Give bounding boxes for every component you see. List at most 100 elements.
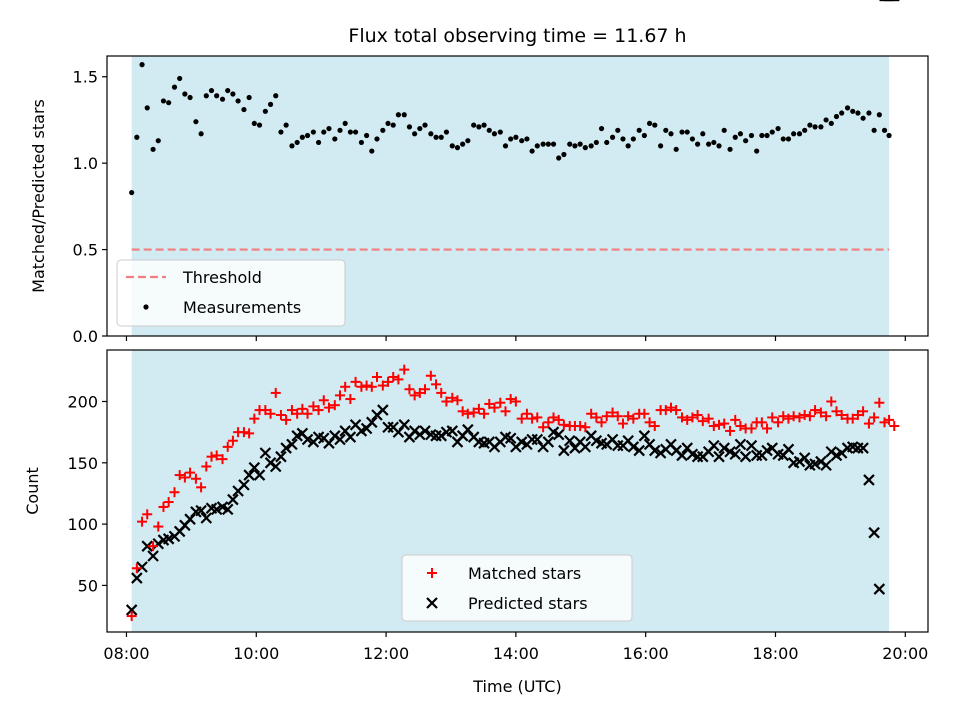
- predicted-star-point: [627, 441, 640, 453]
- measurement-point: [352, 129, 359, 135]
- predicted-star-point: [269, 460, 282, 473]
- matched-star-point: [281, 414, 292, 425]
- bottom-axis-ticks: 50 100 150 200 08:00 10:00 12:00 14:00 16:00 18:0…: [67, 392, 928, 663]
- matched-star-point: [836, 409, 847, 420]
- measurement-point: [604, 139, 610, 146]
- measurement-point: [615, 127, 621, 133]
- measurement-point: [572, 143, 578, 149]
- matched-star-point: [532, 412, 543, 423]
- measurement-point: [646, 120, 653, 127]
- bottom-y-axis-label: Count: [23, 467, 42, 515]
- measurement-point: [491, 131, 498, 137]
- matched-star-point: [452, 395, 463, 406]
- measurement-point: [881, 127, 888, 133]
- measurement-point: [422, 122, 428, 128]
- matched-star-point: [238, 427, 249, 438]
- predicted-star-point: [745, 439, 758, 452]
- matched-star-point: [383, 376, 394, 387]
- measurement-point: [791, 131, 797, 137]
- matched-star-point: [671, 405, 682, 416]
- measurement-point: [855, 110, 861, 116]
- matched-star-point: [500, 406, 511, 417]
- measurement-point: [689, 136, 696, 142]
- measurement-point: [332, 136, 338, 142]
- matched-star-point: [794, 412, 805, 423]
- measurement-point: [860, 115, 866, 121]
- matched-star-point: [746, 423, 757, 434]
- legend-threshold-label: Threshold: [182, 268, 262, 287]
- matched-star-point: [714, 419, 725, 430]
- predicted-star-point: [809, 458, 821, 470]
- x-tick-label: 10:00: [233, 644, 279, 663]
- measurement-point: [160, 98, 167, 104]
- predicted-star-point: [857, 442, 869, 454]
- measurement-point: [129, 189, 135, 196]
- predicted-star-point: [798, 452, 811, 464]
- predicted-star-point: [648, 444, 661, 457]
- predicted-star-point: [377, 404, 389, 416]
- measurement-point: [465, 138, 471, 144]
- measurement-point: [454, 145, 461, 151]
- matched-star-point: [163, 497, 174, 508]
- measurement-point: [374, 136, 380, 142]
- matched-star-point: [227, 435, 238, 446]
- matched-star-point: [586, 408, 597, 419]
- top-panel: 0.0 0.5 1.0 1.5 Flux total observing time =…: [29, 25, 929, 346]
- measurement-point: [449, 143, 455, 149]
- matched-star-point: [323, 402, 334, 413]
- matched-star-point: [196, 482, 207, 493]
- legend-predicted-label: Predicted stars: [468, 594, 588, 613]
- predicted-star-point: [398, 419, 411, 431]
- measurement-point: [401, 112, 407, 118]
- matched-star-point: [345, 394, 356, 405]
- matched-star-point: [308, 401, 319, 412]
- measurement-point: [658, 143, 664, 149]
- matched-star-point: [778, 411, 789, 422]
- predicted-star-point: [286, 438, 298, 451]
- matched-star-point: [697, 416, 708, 427]
- measurement-point: [636, 127, 642, 133]
- matched-star-point: [425, 370, 436, 381]
- matched-star-point: [473, 403, 484, 414]
- measurement-point: [203, 93, 209, 99]
- measurement-point: [524, 136, 530, 142]
- matched-star-point: [174, 470, 185, 481]
- matched-star-point: [596, 417, 607, 428]
- measurement-point: [620, 136, 626, 142]
- matched-star-point: [521, 408, 532, 419]
- measurement-point: [582, 145, 588, 151]
- measurement-point: [443, 129, 450, 135]
- predicted-star-point: [125, 604, 138, 616]
- matched-star-point: [783, 413, 794, 424]
- predicted-star-point: [227, 493, 239, 506]
- matched-star-point: [799, 409, 810, 420]
- measurement-point: [652, 122, 658, 128]
- measurement-point: [866, 110, 872, 116]
- measurement-point: [358, 139, 365, 146]
- matched-star-point: [206, 451, 217, 462]
- matched-star-point: [628, 413, 639, 424]
- predicted-star-point: [638, 430, 651, 442]
- measurement-point: [144, 105, 150, 111]
- y-tick-label: 0.5: [73, 241, 98, 260]
- matched-star-point: [366, 381, 377, 392]
- measurement-point: [481, 122, 487, 128]
- matched-star-point: [126, 611, 137, 622]
- matched-star-point: [211, 450, 222, 461]
- measurement-point: [315, 139, 322, 146]
- matched-star-point: [863, 418, 874, 429]
- matched-star-point: [399, 364, 410, 375]
- measurement-point: [187, 94, 193, 101]
- measurement-point: [412, 131, 418, 137]
- matched-star-point: [179, 472, 190, 483]
- matched-star-point: [201, 461, 212, 472]
- top-legend: Threshold Measurements: [116, 259, 346, 327]
- measurement-point: [775, 125, 781, 132]
- predicted-star-point: [446, 425, 459, 437]
- measurement-point: [225, 87, 231, 94]
- matched-star-point: [543, 417, 554, 428]
- measurement-point: [364, 132, 370, 139]
- x-tick-label: 14:00: [493, 644, 539, 663]
- matched-star-point: [617, 418, 628, 429]
- matched-star-point: [409, 390, 420, 401]
